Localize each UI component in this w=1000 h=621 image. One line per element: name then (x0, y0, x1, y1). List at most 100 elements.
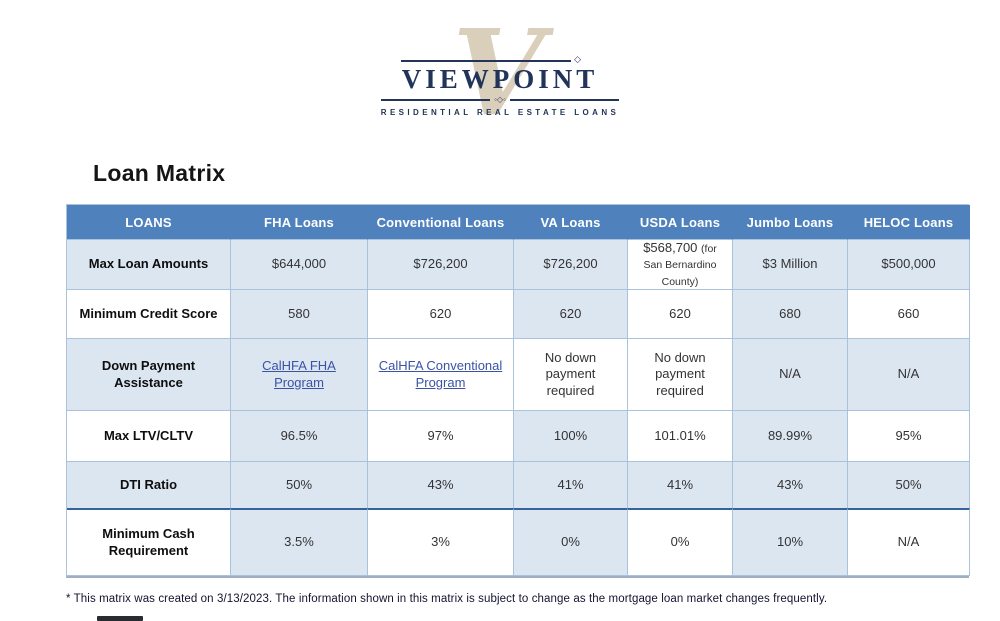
viewpoint-logo: V VIEWPOINT ◦◇◦ RESIDENTIAL REAL ESTATE … (0, 14, 1000, 148)
cell-value: 620 (669, 305, 691, 321)
table-cell: N/A (848, 508, 970, 576)
cell-value: 680 (779, 305, 801, 321)
table-cell: $568,700 (for San Bernardino County) (628, 240, 733, 290)
table-cell: CalHFA Conventional Program (368, 339, 514, 411)
row-label-text: Down Payment Assistance (101, 357, 196, 390)
cell-value: $726,200 (413, 256, 468, 272)
cell-value: $644,000 (271, 256, 327, 272)
cell-value: 41% (666, 477, 694, 493)
cell-value: 100% (553, 427, 588, 443)
table-cell: $726,200 (514, 240, 628, 290)
table-cell: 97% (368, 411, 514, 462)
table-cell: 10% (733, 508, 848, 576)
logo-rule-top (401, 54, 581, 65)
cell-value: $568,700 (643, 240, 698, 256)
header-label: USDA Loans (639, 214, 721, 230)
header-cell-fha-loans: FHA Loans (231, 205, 368, 240)
table-cell: CalHFA FHA Program (231, 339, 368, 411)
table-cell: 101.01% (628, 411, 733, 462)
cell-value: No down payment required (654, 350, 706, 398)
table-cell: 95% (848, 411, 970, 462)
table-cell: 580 (231, 290, 368, 339)
table-cell: No down payment required (514, 339, 628, 411)
row-label-max-loan-amounts: Max Loan Amounts (67, 240, 231, 290)
cell-value: 50% (895, 477, 922, 493)
loan-matrix-table: LOANS FHA Loans Conventional Loans VA Loans… (66, 204, 970, 578)
row-label-dti-ratio: DTI Ratio (67, 462, 231, 510)
cell-value: 3% (431, 534, 450, 550)
header-cell-va-loans: VA Loans (514, 205, 628, 240)
row-label-text: Max LTV/CLTV (103, 427, 194, 443)
cell-value: N/A (779, 366, 801, 382)
table-cell: 50% (848, 462, 970, 510)
header-label: Conventional Loans (376, 214, 505, 230)
cell-value: 41% (557, 477, 584, 493)
table-cell: 620 (514, 290, 628, 339)
header-label: VA Loans (540, 214, 601, 230)
table-cell: 3.5% (231, 508, 368, 576)
cell-value: 43% (427, 477, 454, 493)
cell-value: 0% (561, 534, 580, 550)
table-cell: 50% (231, 462, 368, 510)
table-cell: $3 Million (733, 240, 848, 290)
cell-value: 50% (285, 477, 313, 493)
header-cell-loans: LOANS (67, 205, 231, 240)
table-cell: 96.5% (231, 411, 368, 462)
table-cell: 620 (368, 290, 514, 339)
cell-value: 96.5% (280, 427, 318, 443)
table-cell: 0% (628, 508, 733, 576)
cell-value: 97% (427, 427, 454, 443)
row-label-down-payment-assistance: Down Payment Assistance (67, 339, 231, 411)
cell-value: 10% (776, 534, 804, 550)
calhfa-conventional-program-link[interactable]: CalHFA Conventional Program (378, 358, 503, 390)
cell-value: 660 (897, 305, 920, 321)
table-cell: 660 (848, 290, 970, 339)
table-cell: N/A (733, 339, 848, 411)
calhfa-fha-program-link[interactable]: CalHFA FHA Program (262, 358, 336, 390)
viewpoint-v-icon: V (452, 3, 544, 142)
header-cell-jumbo-loans: Jumbo Loans (733, 205, 848, 240)
cell-value: $3 Million (762, 256, 818, 272)
cropped-bottom-element (97, 616, 143, 621)
logo-ornament-icon: ◦◇◦ (494, 95, 506, 105)
row-label-minimum-credit-score: Minimum Credit Score (67, 290, 231, 339)
cell-value: No down payment required (544, 350, 597, 398)
table-cell: 43% (733, 462, 848, 510)
logo-rule-bottom: ◦◇◦ (380, 95, 620, 105)
cell-value: 3.5% (284, 534, 314, 550)
cell-value: $500,000 (881, 256, 936, 272)
table-cell: 41% (628, 462, 733, 510)
row-label-text: DTI Ratio (119, 477, 178, 493)
header-label: FHA Loans (264, 214, 334, 230)
row-label-text: Minimum Credit Score (79, 305, 218, 321)
table-cell: N/A (848, 339, 970, 411)
cell-value: 95% (895, 427, 922, 443)
cell-value: N/A (897, 366, 920, 382)
header-cell-heloc-loans: HELOC Loans (848, 205, 970, 240)
cell-value: 580 (288, 305, 310, 321)
cell-value: N/A (897, 534, 920, 550)
cell-value: $726,200 (543, 256, 598, 272)
cell-value: 89.99% (767, 427, 813, 443)
table-cell: $726,200 (368, 240, 514, 290)
table-cell: 680 (733, 290, 848, 339)
table-cell: 620 (628, 290, 733, 339)
cell-value: 620 (429, 305, 452, 321)
header-label: HELOC Loans (863, 214, 954, 230)
logo-name: VIEWPOINT (401, 64, 599, 94)
cell-note: (for San Bernardino County) (643, 243, 717, 288)
table-cell: 0% (514, 508, 628, 576)
table-cell: 3% (368, 508, 514, 576)
table-cell: $500,000 (848, 240, 970, 290)
row-label-text: Max Loan Amounts (88, 256, 209, 272)
cell-value: 620 (559, 305, 582, 321)
cell-value: 101.01% (654, 427, 706, 443)
logo-tagline: RESIDENTIAL REAL ESTATE LOANS (380, 108, 620, 118)
row-label-max-ltv-cltv: Max LTV/CLTV (67, 411, 231, 462)
table-cell: 41% (514, 462, 628, 510)
cell-value: 43% (776, 477, 804, 493)
table-cell: No down payment required (628, 339, 733, 411)
cell-value: 0% (670, 534, 690, 550)
header-cell-conventional-loans: Conventional Loans (368, 205, 514, 240)
table-cell: $644,000 (231, 240, 368, 290)
